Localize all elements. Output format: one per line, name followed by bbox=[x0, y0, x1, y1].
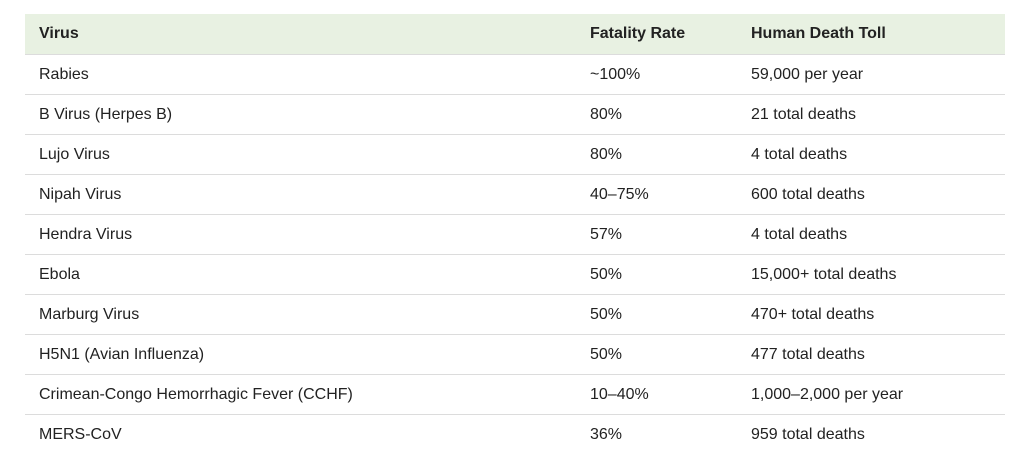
table-cell: 36% bbox=[576, 414, 737, 454]
table-cell: 21 total deaths bbox=[737, 94, 1005, 135]
table-cell: 57% bbox=[576, 214, 737, 255]
table-cell: 59,000 per year bbox=[737, 54, 1005, 95]
table-row: Lujo Virus 80% 4 total deaths bbox=[25, 134, 1005, 175]
virus-table: Virus Fatality Rate Human Death Toll Rabie… bbox=[25, 14, 1005, 454]
table-cell: 50% bbox=[576, 294, 737, 335]
table-header: Virus Fatality Rate Human Death Toll bbox=[25, 14, 1005, 55]
table-cell: 50% bbox=[576, 254, 737, 295]
table-cell: 40–75% bbox=[576, 174, 737, 215]
table-row: Nipah Virus 40–75% 600 total deaths bbox=[25, 174, 1005, 215]
table-cell: Marburg Virus bbox=[25, 294, 576, 335]
table-cell: 15,000+ total deaths bbox=[737, 254, 1005, 295]
table-cell: 1,000–2,000 per year bbox=[737, 374, 1005, 415]
table-cell: 600 total deaths bbox=[737, 174, 1005, 215]
table-cell: 50% bbox=[576, 334, 737, 375]
table-row: Crimean-Congo Hemorrhagic Fever (CCHF) 10… bbox=[25, 374, 1005, 415]
table-cell: 470+ total deaths bbox=[737, 294, 1005, 335]
table-cell: Lujo Virus bbox=[25, 134, 576, 175]
table-cell: 4 total deaths bbox=[737, 134, 1005, 175]
table-row: H5N1 (Avian Influenza) 50% 477 total death… bbox=[25, 334, 1005, 375]
table-row: B Virus (Herpes B) 80% 21 total deaths bbox=[25, 94, 1005, 135]
table-row: Rabies ~100% 59,000 per year bbox=[25, 54, 1005, 95]
table-row: MERS-CoV 36% 959 total deaths bbox=[25, 414, 1005, 454]
header-cell: Fatality Rate bbox=[576, 14, 737, 55]
table-cell: Nipah Virus bbox=[25, 174, 576, 215]
table-cell: ~100% bbox=[576, 54, 737, 95]
header-row: Virus Fatality Rate Human Death Toll bbox=[25, 14, 1005, 55]
table-cell: MERS-CoV bbox=[25, 414, 576, 454]
table-row: Ebola 50% 15,000+ total deaths bbox=[25, 254, 1005, 295]
header-cell: Human Death Toll bbox=[737, 14, 1005, 55]
table-cell: 477 total deaths bbox=[737, 334, 1005, 375]
table-cell: Rabies bbox=[25, 54, 576, 95]
header-cell: Virus bbox=[25, 14, 576, 55]
table-cell: 4 total deaths bbox=[737, 214, 1005, 255]
table-row: Marburg Virus 50% 470+ total deaths bbox=[25, 294, 1005, 335]
table-cell: 10–40% bbox=[576, 374, 737, 415]
table-cell: Hendra Virus bbox=[25, 214, 576, 255]
table-cell: 959 total deaths bbox=[737, 414, 1005, 454]
table-body: Rabies ~100% 59,000 per year B Virus (Herpe… bbox=[25, 54, 1005, 454]
table-cell: 80% bbox=[576, 94, 737, 135]
table-cell: 80% bbox=[576, 134, 737, 175]
table-cell: H5N1 (Avian Influenza) bbox=[25, 334, 576, 375]
table-cell: Crimean-Congo Hemorrhagic Fever (CCHF) bbox=[25, 374, 576, 415]
table-cell: Ebola bbox=[25, 254, 576, 295]
table-row: Hendra Virus 57% 4 total deaths bbox=[25, 214, 1005, 255]
table-cell: B Virus (Herpes B) bbox=[25, 94, 576, 135]
